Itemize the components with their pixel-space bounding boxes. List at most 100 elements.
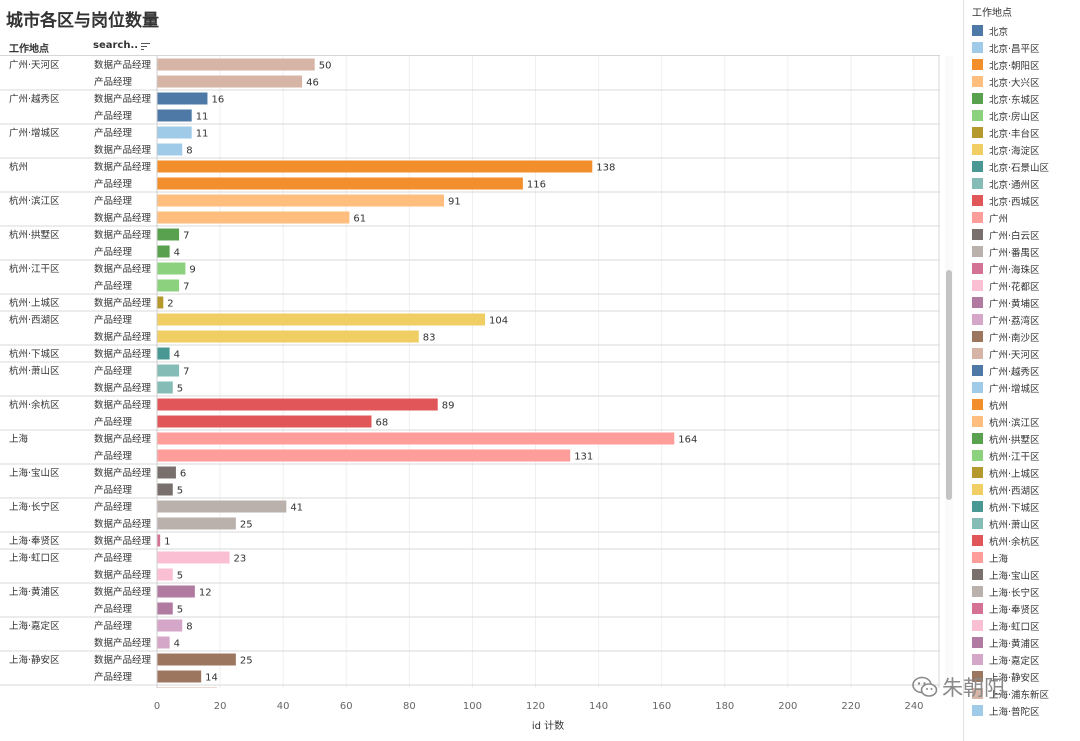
bar-value-label: 68 bbox=[375, 418, 388, 429]
legend-item[interactable]: 北京·东城区 bbox=[972, 90, 1040, 107]
bar bbox=[157, 517, 236, 530]
location-label: 上海·长宁区 bbox=[9, 501, 60, 513]
legend-item[interactable]: 杭州·上城区 bbox=[972, 464, 1040, 481]
job-label: 产品经理 bbox=[94, 280, 133, 292]
legend-label: 上海·长宁区 bbox=[989, 587, 1040, 599]
location-label: 广州·越秀区 bbox=[9, 93, 60, 105]
x-tick-label: 20 bbox=[214, 701, 227, 712]
legend-item[interactable]: 上海·静安区 bbox=[972, 668, 1040, 685]
legend-swatch bbox=[972, 671, 983, 682]
bar bbox=[157, 160, 593, 173]
legend-item[interactable]: 北京·昌平区 bbox=[972, 39, 1040, 56]
bar bbox=[157, 670, 202, 683]
legend-item[interactable]: 杭州·滨江区 bbox=[972, 413, 1040, 430]
bar bbox=[157, 347, 170, 360]
legend-item[interactable]: 广州·荔湾区 bbox=[972, 311, 1040, 328]
legend-item[interactable]: 杭州·下城区 bbox=[972, 498, 1040, 515]
legend-item[interactable]: 杭州·西湖区 bbox=[972, 481, 1040, 498]
bar-value-label: 41 bbox=[290, 503, 303, 514]
legend-label: 北京·海淀区 bbox=[989, 145, 1040, 157]
color-legend: 工作地点 北京 北京·昌平区 北京·朝阳区 北京·大兴区 北京·东城区 北京·房山区 北京·… bbox=[963, 0, 1080, 741]
legend-swatch bbox=[972, 127, 983, 138]
legend-item[interactable]: 北京·西城区 bbox=[972, 192, 1040, 209]
bar bbox=[157, 279, 180, 292]
legend-item[interactable]: 杭州·江干区 bbox=[972, 447, 1040, 464]
legend-swatch bbox=[972, 382, 983, 393]
legend-item[interactable]: 上海·黄浦区 bbox=[972, 634, 1040, 651]
bar bbox=[157, 398, 438, 411]
legend-item[interactable]: 杭州·余杭区 bbox=[972, 532, 1040, 549]
legend-item[interactable]: 广州·天河区 bbox=[972, 345, 1040, 362]
legend-item[interactable]: 上海 bbox=[972, 549, 1008, 566]
legend-label: 北京 bbox=[989, 26, 1009, 38]
sort-icon[interactable] bbox=[141, 42, 151, 51]
legend-item[interactable]: 广州·增城区 bbox=[972, 379, 1040, 396]
legend-item[interactable]: 上海·嘉定区 bbox=[972, 651, 1040, 668]
location-label: 上海·黄浦区 bbox=[9, 586, 60, 598]
legend-item[interactable]: 北京 bbox=[972, 22, 1008, 39]
legend-label: 北京·通州区 bbox=[989, 179, 1040, 191]
legend-swatch bbox=[972, 603, 983, 614]
legend-swatch bbox=[972, 314, 983, 325]
job-label: 数据产品经理 bbox=[94, 467, 152, 479]
legend-item[interactable]: 上海·普陀区 bbox=[972, 702, 1040, 719]
job-label: 数据产品经理 bbox=[94, 93, 152, 105]
bar bbox=[157, 568, 173, 581]
legend-item[interactable]: 广州·番禺区 bbox=[972, 243, 1040, 260]
legend-item[interactable]: 广州 bbox=[972, 209, 1008, 226]
bar bbox=[157, 415, 372, 428]
bar-value-label: 25 bbox=[240, 520, 253, 531]
legend-item[interactable]: 广州·南沙区 bbox=[972, 328, 1040, 345]
legend-item[interactable]: 杭州 bbox=[972, 396, 1008, 413]
legend-item[interactable]: 北京·房山区 bbox=[972, 107, 1040, 124]
legend-item[interactable]: 杭州·萧山区 bbox=[972, 515, 1040, 532]
legend-item[interactable]: 上海·奉贤区 bbox=[972, 600, 1040, 617]
bar bbox=[157, 466, 176, 479]
legend-item[interactable]: 广州·黄埔区 bbox=[972, 294, 1040, 311]
location-label: 上海·虹口区 bbox=[9, 552, 60, 564]
legend-item[interactable]: 广州·越秀区 bbox=[972, 362, 1040, 379]
legend-label: 广州·花都区 bbox=[989, 281, 1040, 293]
legend-swatch bbox=[972, 688, 983, 699]
x-tick-label: 160 bbox=[652, 701, 671, 712]
legend-item[interactable]: 上海·长宁区 bbox=[972, 583, 1040, 600]
x-tick-label: 180 bbox=[715, 701, 734, 712]
legend-swatch bbox=[972, 280, 983, 291]
bar-value-label: 131 bbox=[574, 452, 593, 463]
legend-item[interactable]: 北京·海淀区 bbox=[972, 141, 1040, 158]
bar bbox=[157, 126, 192, 139]
bar-value-label: 11 bbox=[196, 112, 209, 123]
legend-label: 广州·增城区 bbox=[989, 383, 1040, 395]
location-column-header[interactable]: 工作地点 bbox=[9, 44, 49, 55]
legend-label: 北京·大兴区 bbox=[989, 77, 1040, 89]
legend-item[interactable]: 杭州·拱墅区 bbox=[972, 430, 1040, 447]
job-label: 产品经理 bbox=[94, 484, 133, 496]
bar bbox=[157, 211, 350, 224]
location-label: 杭州·滨江区 bbox=[9, 195, 60, 207]
job-label: 产品经理 bbox=[94, 501, 133, 513]
legend-label: 杭州·拱墅区 bbox=[989, 434, 1040, 446]
legend-item[interactable]: 上海·浦东新区 bbox=[972, 685, 1049, 702]
legend-item[interactable]: 北京·石景山区 bbox=[972, 158, 1049, 175]
legend-item[interactable]: 北京·朝阳区 bbox=[972, 56, 1040, 73]
legend-item[interactable]: 广州·白云区 bbox=[972, 226, 1040, 243]
scrollbar-thumb[interactable] bbox=[946, 270, 952, 500]
location-label: 杭州·江干区 bbox=[9, 263, 60, 275]
legend-item[interactable]: 上海·虹口区 bbox=[972, 617, 1040, 634]
bar-value-label: 4 bbox=[174, 639, 180, 650]
bar bbox=[157, 483, 173, 496]
bar bbox=[157, 687, 217, 688]
legend-item[interactable]: 北京·大兴区 bbox=[972, 73, 1040, 90]
job-label: 数据产品经理 bbox=[94, 212, 152, 224]
bar bbox=[157, 75, 303, 88]
legend-item[interactable]: 北京·通州区 bbox=[972, 175, 1040, 192]
legend-item[interactable]: 上海·宝山区 bbox=[972, 566, 1040, 583]
legend-item[interactable]: 广州·海珠区 bbox=[972, 260, 1040, 277]
legend-item[interactable]: 北京·丰台区 bbox=[972, 124, 1040, 141]
x-tick-label: 40 bbox=[277, 701, 290, 712]
legend-item[interactable]: 广州·花都区 bbox=[972, 277, 1040, 294]
bar-value-label: 12 bbox=[199, 588, 212, 599]
job-label: 数据产品经理 bbox=[94, 263, 152, 275]
search-column-header[interactable]: search.. bbox=[93, 40, 151, 51]
job-label: 产品经理 bbox=[94, 246, 133, 258]
